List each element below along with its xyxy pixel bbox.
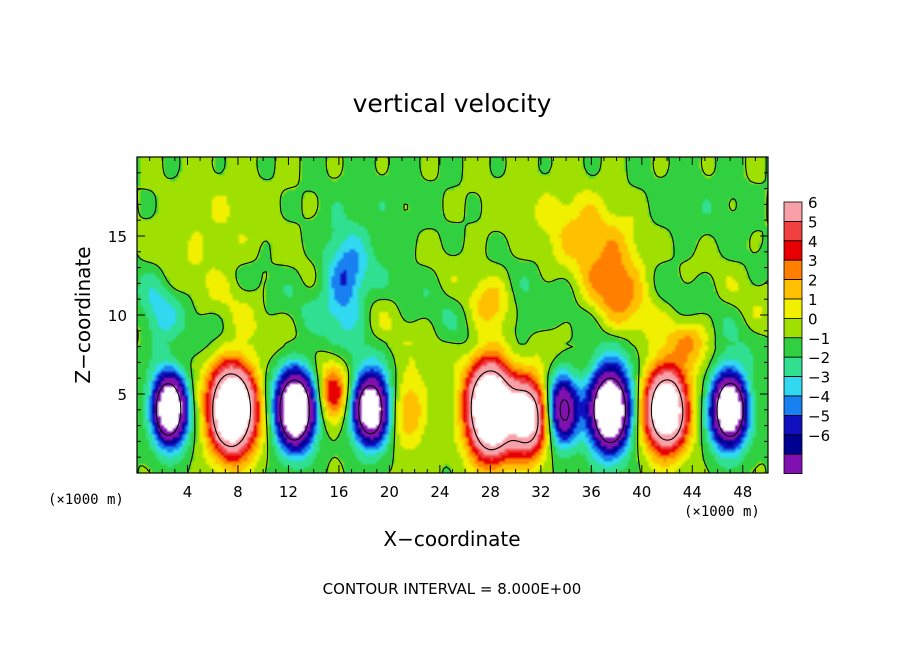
colorbar-label: 0 bbox=[808, 310, 818, 328]
chart-title: vertical velocity bbox=[353, 89, 552, 118]
colorbar-label: −3 bbox=[808, 369, 830, 387]
colorbar-swatch bbox=[783, 317, 803, 339]
x-axis-label: X−coordinate bbox=[383, 527, 520, 551]
y-axis: 5 10 15 bbox=[108, 172, 768, 458]
plot-area bbox=[136, 156, 769, 474]
colorbar: 65 43 210 −1−2 −3−4−5 −6 bbox=[783, 194, 830, 475]
colorbar-swatch bbox=[783, 376, 803, 397]
contour-lines bbox=[136, 156, 769, 474]
x-tick-label: 16 bbox=[329, 483, 348, 501]
colorbar-label: 5 bbox=[808, 213, 818, 231]
colorbar-swatch bbox=[783, 453, 803, 475]
contour-negative bbox=[155, 377, 744, 444]
x-axis-unit-left: (×1000 m) bbox=[48, 492, 124, 508]
contour-line bbox=[212, 370, 684, 451]
colorbar-swatch bbox=[783, 434, 803, 455]
colorbar-label: −6 bbox=[808, 427, 830, 445]
x-tick-label: 44 bbox=[683, 483, 702, 501]
x-tick-label: 20 bbox=[380, 483, 399, 501]
x-axis-unit-right: (×1000 m) bbox=[684, 504, 760, 520]
colorbar-swatch bbox=[783, 414, 803, 436]
colorbar-swatch bbox=[783, 356, 803, 378]
x-tick-label: 24 bbox=[430, 483, 449, 501]
colorbar-label: 4 bbox=[808, 233, 818, 251]
colorbar-swatch bbox=[783, 395, 803, 416]
colorbar-label: 3 bbox=[808, 252, 818, 270]
colorbar-swatch bbox=[783, 240, 803, 261]
x-tick-label: 32 bbox=[531, 483, 550, 501]
colorbar-label: −2 bbox=[808, 349, 830, 367]
y-tick-label: 10 bbox=[108, 307, 127, 325]
x-tick-label: 12 bbox=[279, 483, 298, 501]
y-tick-label: 15 bbox=[108, 228, 127, 246]
colorbar-swatch bbox=[783, 298, 803, 319]
colorbar-swatch bbox=[783, 220, 803, 242]
velocity-field bbox=[137, 157, 768, 473]
colorbar-label: 6 bbox=[808, 194, 818, 212]
colorbar-swatch bbox=[783, 279, 803, 300]
colorbar-swatch bbox=[783, 337, 803, 358]
colorbar-swatch bbox=[783, 201, 803, 222]
x-tick-label: 4 bbox=[183, 483, 193, 501]
x-tick-label: 48 bbox=[733, 483, 752, 501]
colorbar-label: −1 bbox=[808, 330, 830, 348]
x-tick-label: 40 bbox=[632, 483, 651, 501]
contour-interval-note: CONTOUR INTERVAL = 8.000E+00 bbox=[323, 580, 582, 598]
y-tick-label: 5 bbox=[117, 386, 127, 404]
y-axis-label: Z−coordinate bbox=[71, 246, 95, 383]
x-tick-label: 28 bbox=[481, 483, 500, 501]
colorbar-swatch bbox=[783, 259, 803, 281]
colorbar-label: −4 bbox=[808, 388, 830, 406]
colorbar-label: −5 bbox=[808, 407, 830, 425]
colorbar-label: 1 bbox=[808, 291, 818, 309]
colorbar-label: 2 bbox=[808, 272, 818, 290]
x-tick-label: 36 bbox=[582, 483, 601, 501]
x-axis: 4 8 12 16 20 24 28 32 36 40 44 48 bbox=[149, 157, 756, 501]
x-tick-label: 8 bbox=[233, 483, 243, 501]
